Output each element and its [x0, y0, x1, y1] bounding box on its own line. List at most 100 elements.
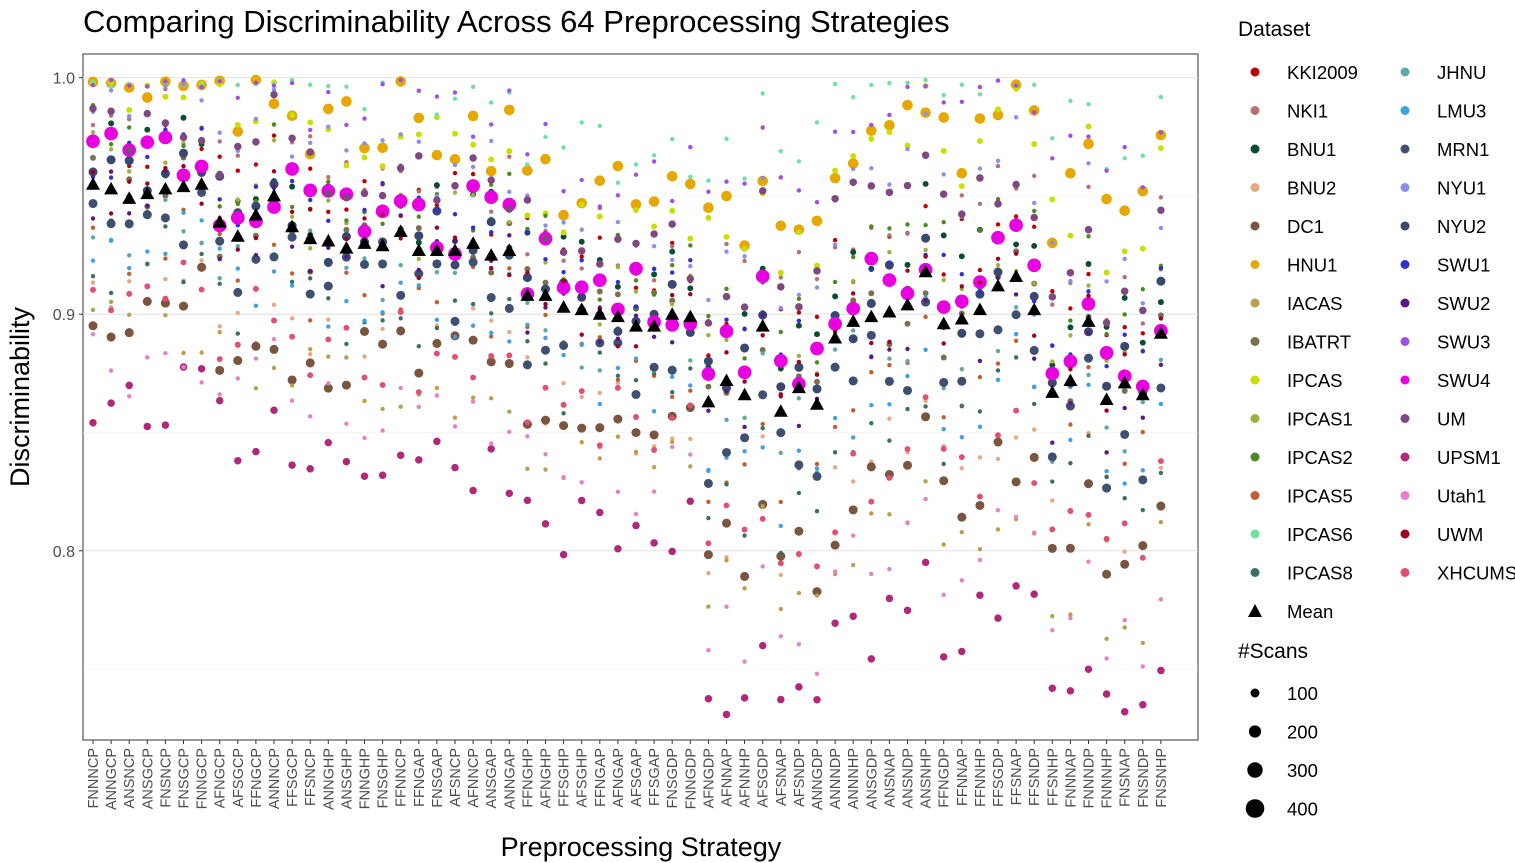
data-point	[959, 193, 964, 198]
data-point	[362, 107, 367, 112]
data-point	[489, 122, 494, 127]
data-point	[524, 266, 531, 272]
data-point	[759, 515, 766, 522]
data-point	[489, 265, 494, 271]
data-point	[668, 220, 676, 228]
data-point	[887, 250, 892, 255]
data-point	[1104, 474, 1109, 480]
data-point	[688, 174, 693, 180]
legend-swatch	[1400, 375, 1410, 385]
data-point	[124, 156, 134, 166]
data-point	[269, 179, 279, 189]
x-tick-label: ANNGDP	[810, 748, 826, 810]
data-point	[577, 247, 586, 255]
data-point	[199, 201, 204, 206]
legend-label: UM	[1437, 409, 1466, 430]
data-point	[851, 435, 856, 440]
data-point	[271, 184, 277, 189]
data-point	[633, 172, 639, 177]
data-point	[742, 462, 747, 467]
legend-swatch	[1400, 414, 1410, 423]
data-point	[995, 361, 1001, 366]
data-point	[434, 225, 440, 230]
data-point	[449, 153, 461, 165]
data-point	[1065, 401, 1075, 411]
data-point	[760, 125, 765, 130]
size-legend-dot	[1247, 762, 1263, 778]
data-point	[760, 333, 765, 338]
legend-item-ipcas1: IPCAS1	[1250, 409, 1353, 430]
data-point	[525, 434, 530, 439]
legend-swatch	[1250, 491, 1260, 500]
data-point	[905, 520, 910, 526]
data-point	[561, 188, 566, 194]
data-point	[488, 352, 495, 359]
data-point	[1120, 429, 1130, 440]
data-point	[217, 275, 222, 281]
data-point	[452, 90, 458, 95]
data-point	[578, 238, 585, 245]
data-point	[721, 447, 732, 458]
data-point	[864, 251, 879, 266]
x-tick-label: ANNGHP	[321, 748, 337, 810]
data-point	[905, 373, 910, 379]
data-point	[398, 78, 403, 83]
data-point	[905, 84, 910, 90]
data-point	[540, 345, 551, 355]
data-point	[160, 168, 170, 179]
data-point	[380, 221, 385, 226]
x-tick-label: FFNGCP	[249, 748, 265, 808]
x-tick-label: AFNGCP	[213, 748, 229, 808]
data-points	[86, 74, 1168, 719]
data-point	[651, 271, 658, 278]
data-point	[253, 116, 259, 122]
data-point	[308, 346, 313, 352]
data-point	[344, 207, 349, 212]
data-point	[1120, 708, 1129, 716]
data-point	[289, 154, 295, 159]
data-point	[1013, 435, 1019, 440]
data-point	[415, 239, 422, 246]
data-point	[669, 297, 676, 304]
x-tick-label: FNNGCP	[195, 748, 211, 809]
legend-item-lmu3: LMU3	[1400, 101, 1486, 122]
data-point	[163, 165, 168, 171]
x-tick-label: FFNNCP	[394, 748, 410, 807]
data-point	[1140, 468, 1146, 473]
data-point	[597, 350, 602, 355]
data-point	[958, 454, 965, 461]
data-point	[198, 286, 205, 293]
data-point	[796, 159, 802, 164]
mean-marker	[375, 238, 390, 252]
data-point	[1121, 248, 1128, 255]
data-point	[90, 225, 96, 230]
mean-marker	[140, 186, 155, 200]
data-point	[341, 96, 352, 107]
data-point	[470, 171, 476, 177]
data-point	[289, 279, 295, 285]
data-point	[234, 457, 242, 465]
data-point	[615, 344, 621, 349]
data-point	[1102, 690, 1111, 698]
data-point	[525, 300, 530, 306]
data-point	[941, 415, 946, 420]
data-point	[706, 353, 711, 358]
data-point	[470, 141, 477, 148]
data-point	[415, 131, 422, 138]
legend-swatch	[1400, 298, 1410, 308]
data-point	[887, 347, 892, 352]
data-point	[741, 310, 748, 317]
data-point	[995, 163, 1001, 169]
data-point	[505, 205, 514, 213]
data-point	[1068, 306, 1073, 311]
data-point	[648, 196, 660, 207]
data-point	[1122, 144, 1127, 150]
data-point	[1139, 700, 1147, 709]
data-point	[199, 126, 204, 131]
data-point	[866, 462, 876, 472]
data-point	[107, 399, 115, 407]
data-point	[941, 542, 946, 547]
data-point	[525, 330, 530, 335]
data-point	[760, 313, 765, 318]
data-point	[777, 560, 784, 567]
